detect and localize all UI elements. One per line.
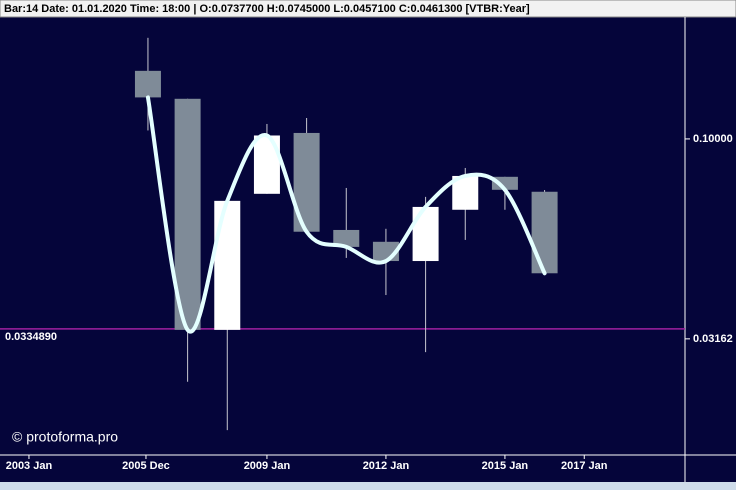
- x-tick-label: 2017 Jan: [561, 460, 608, 472]
- x-tick-label: 2015 Jan: [482, 460, 529, 472]
- candle-body: [491, 176, 518, 190]
- y-tick-label: 0.03162: [693, 333, 733, 345]
- candle-body: [412, 206, 439, 262]
- level-label: 0.0334890: [5, 331, 57, 343]
- close-line: [145, 95, 547, 334]
- bottom-strip: [0, 482, 736, 490]
- x-tick-label: 2012 Jan: [363, 460, 410, 472]
- y-tick-label: 0.10000: [693, 133, 733, 145]
- candle-body: [134, 70, 161, 98]
- watermark: © protoforma.pro: [12, 429, 118, 445]
- candle-body: [531, 191, 558, 274]
- candle-body: [214, 200, 241, 330]
- x-tick-label: 2005 Dec: [122, 460, 170, 472]
- header-text: Bar:14 Date: 01.01.2020 Time: 18:00 | O:…: [4, 3, 530, 15]
- candle-body: [333, 229, 360, 247]
- x-tick-label: 2009 Jan: [244, 460, 291, 472]
- header-bar: [0, 0, 736, 18]
- x-tick-label: 2003 Jan: [6, 460, 53, 472]
- candle-body: [174, 98, 201, 330]
